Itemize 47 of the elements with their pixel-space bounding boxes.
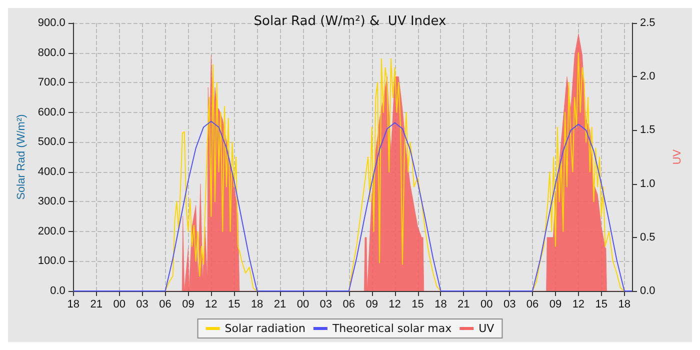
x-tick-label: 15 (412, 298, 424, 310)
y2-axis-title: UV (672, 148, 684, 165)
x-tick-label: 18 (67, 298, 80, 310)
y2-tick-label: 2.0 (640, 70, 656, 83)
legend-label: UV (478, 322, 495, 335)
y-tick-label: 800.0 (38, 46, 66, 59)
x-tick-label: 09 (182, 298, 194, 310)
legend-label: Theoretical solar max (331, 322, 452, 335)
y2-tick-label: 0.0 (640, 285, 656, 297)
x-tick-label: 09 (366, 298, 378, 310)
x-tick-label: 06 (159, 298, 172, 310)
y-tick-label: 600.0 (38, 106, 66, 118)
x-tick-label: 03 (503, 298, 516, 310)
x-tick-label: 09 (549, 298, 562, 310)
y2-tick-label: 1.5 (640, 124, 656, 136)
y-axis-title: Solar Rad (W/m²) (16, 114, 28, 200)
x-tick-label: 21 (274, 298, 286, 310)
y2-tick-label: 2.5 (640, 17, 656, 29)
y-tick-label: 500.0 (38, 136, 66, 148)
y-tick-label: 900.0 (38, 17, 66, 29)
y-tick-label: 200.0 (38, 225, 66, 238)
x-tick-label: 06 (342, 298, 356, 310)
x-tick-label: 12 (205, 298, 218, 310)
x-tick-label: 18 (618, 298, 630, 310)
y-tick-label: 0.0 (50, 285, 66, 297)
x-tick-label: 21 (458, 298, 470, 310)
x-tick-label: 00 (480, 298, 493, 310)
x-tick-label: 06 (526, 298, 539, 310)
x-tick-label: 15 (595, 298, 608, 310)
x-tick-label: 18 (250, 298, 264, 310)
x-tick-label: 12 (572, 298, 585, 310)
y-tick-label: 700.0 (38, 76, 66, 89)
chart-title: Solar Rad (W/m²) & UV Index (254, 14, 447, 29)
y-tick-label: 400.0 (38, 166, 66, 178)
y2-tick-label: 1.0 (640, 178, 656, 190)
x-tick-label: 03 (136, 298, 148, 310)
legend-label: Solar radiation (224, 322, 306, 335)
y-tick-label: 100.0 (38, 255, 66, 268)
y2-tick-label: 0.5 (640, 231, 656, 244)
x-tick-label: 12 (388, 298, 401, 310)
y-tick-label: 300.0 (38, 196, 66, 208)
x-tick-label: 00 (113, 298, 126, 310)
x-tick-label: 18 (434, 298, 447, 310)
x-tick-label: 15 (228, 298, 240, 310)
x-tick-label: 00 (296, 298, 310, 310)
x-tick-label: 03 (320, 298, 332, 310)
x-tick-label: 21 (90, 298, 103, 310)
